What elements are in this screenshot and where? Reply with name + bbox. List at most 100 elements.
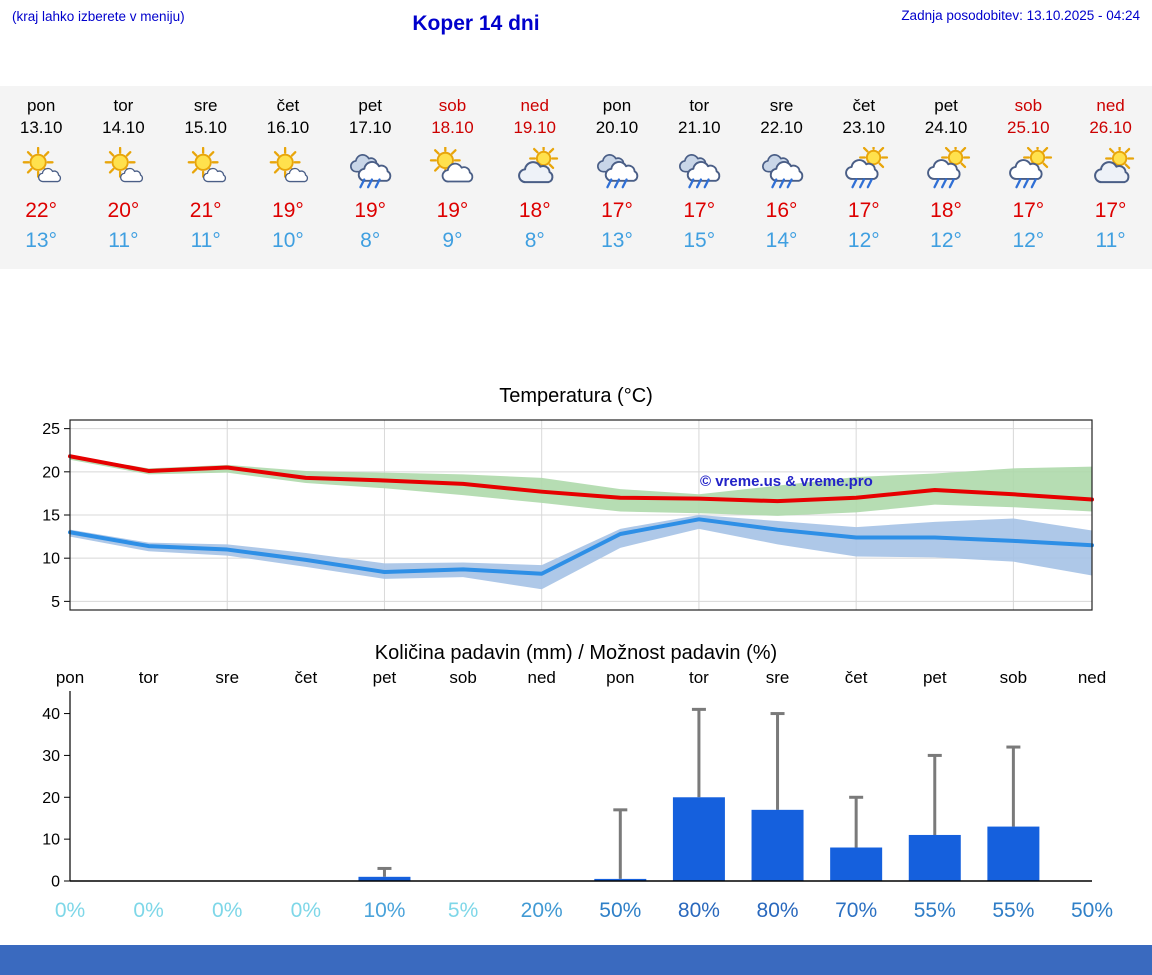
precip-bar <box>751 809 804 881</box>
location-hint: (kraj lahko izberete v meniju) <box>12 9 185 24</box>
tmin-label: 13° <box>25 229 58 252</box>
precip-percent-label: 50% <box>1071 899 1113 922</box>
precip-bar <box>358 876 411 881</box>
tmin-label: 15° <box>683 229 716 252</box>
mostly-sunny-icon <box>0 142 82 196</box>
date-label: 17.10 <box>348 118 392 137</box>
precip-day-label: sob <box>449 668 476 687</box>
date-label: 25.10 <box>1007 118 1050 137</box>
max-range-band <box>70 455 1092 516</box>
rain-icon <box>658 142 740 196</box>
page-title: Koper 14 dni <box>412 12 540 35</box>
date-label: 26.10 <box>1089 118 1132 137</box>
day-label: pon <box>602 96 632 115</box>
tmin-label: 11° <box>1095 229 1126 252</box>
tmin-label: 13° <box>601 229 633 252</box>
svg-text:10: 10 <box>42 551 60 568</box>
tmax-label: 18° <box>930 199 962 222</box>
precip-day-label: pet <box>923 668 947 687</box>
precip-percent-label: 80% <box>757 899 799 922</box>
tmax-label: 21° <box>189 199 222 222</box>
date-label: 20.10 <box>595 118 639 137</box>
svg-text:30: 30 <box>42 748 60 765</box>
mostly-sunny-icon <box>165 142 247 196</box>
rain-sun-icon <box>823 142 905 196</box>
svg-text:40: 40 <box>42 706 60 723</box>
precip-percent-label: 0% <box>212 899 242 922</box>
day-label: čet <box>276 96 300 115</box>
min-temperature-line <box>68 517 1094 576</box>
tmax-label: 19° <box>436 199 469 222</box>
precip-day-label: ned <box>528 668 556 687</box>
day-label: pet <box>358 96 383 115</box>
forecast-day: čet 16.10 19° 10° <box>247 96 329 253</box>
forecast-day: sre 15.10 21° 11° <box>165 96 247 253</box>
date-label: 22.10 <box>760 118 803 137</box>
day-label: ned <box>1096 96 1125 115</box>
svg-text:15: 15 <box>42 508 60 525</box>
day-label: sob <box>438 96 467 115</box>
tmin-label: 11° <box>108 229 139 252</box>
precip-day-label: sob <box>1000 668 1027 687</box>
tmin-label: 8° <box>360 229 381 252</box>
date-label: 19.10 <box>513 118 556 137</box>
tmax-label: 20° <box>107 199 140 222</box>
precip-bar <box>594 878 647 881</box>
precipitation-chart: pon tor sre čet pet sob ned pon tor sre čet pet sob n… <box>42 668 1113 922</box>
day-label: sre <box>193 96 218 115</box>
precip-percent-label: 5% <box>448 899 478 922</box>
page-header: (kraj lahko izberete v meniju) Koper 14 … <box>0 0 1152 35</box>
day-label: tor <box>689 96 710 115</box>
forecast-day: pon 20.10 17° 13° <box>576 96 658 253</box>
precip-day-label: tor <box>689 668 709 687</box>
precip-percent-label: 10% <box>363 899 405 922</box>
svg-text:25: 25 <box>42 421 60 438</box>
tmax-label: 19° <box>354 199 387 222</box>
day-label: sre <box>769 96 794 115</box>
date-label: 23.10 <box>842 118 886 137</box>
forecast-day: tor 21.10 17° 15° <box>658 96 740 253</box>
tmin-label: 12° <box>930 229 962 252</box>
cloudy-sun-icon <box>1069 142 1151 196</box>
tmin-label: 11° <box>190 229 221 252</box>
day-label: pon <box>26 96 56 115</box>
rain-icon <box>740 142 822 196</box>
precip-percent-label: 80% <box>678 899 720 922</box>
precip-day-label: čet <box>845 668 868 687</box>
last-update-label: Zadnja posodobitev: 13.10.2025 - 04:24 <box>901 8 1140 23</box>
precip-percent-label: 50% <box>599 899 641 922</box>
tmax-label: 18° <box>518 199 551 222</box>
date-label: 16.10 <box>266 118 310 137</box>
precip-bar <box>830 847 883 881</box>
temperature-chart-title: Temperatura (°C) <box>499 385 653 407</box>
precip-percent-label: 0% <box>133 899 163 922</box>
rain-icon <box>329 142 411 196</box>
svg-text:20: 20 <box>42 464 60 481</box>
max-temperature-line <box>68 454 1094 504</box>
date-label: 13.10 <box>19 118 63 137</box>
day-label: čet <box>852 96 876 115</box>
forecast-day: čet 23.10 17° 12° <box>823 96 905 253</box>
precip-day-label: sre <box>766 668 790 687</box>
forecast-day: ned 19.10 18° 8° <box>494 96 576 253</box>
tmax-label: 17° <box>683 199 716 222</box>
tmin-label: 12° <box>1012 229 1045 252</box>
precip-day-label: sre <box>215 668 239 687</box>
precip-percent-label: 70% <box>835 899 877 922</box>
precip-day-label: čet <box>295 668 318 687</box>
svg-text:20: 20 <box>42 790 60 807</box>
tmax-label: 17° <box>847 199 880 222</box>
svg-text:0: 0 <box>51 874 60 891</box>
precip-percent-label: 0% <box>55 899 85 922</box>
forecast-day: tor 14.10 20° 11° <box>82 96 164 253</box>
tmin-label: 8° <box>524 229 545 252</box>
forecast-day: sob 18.10 19° 9° <box>411 96 493 253</box>
precip-percent-label: 55% <box>992 899 1034 922</box>
date-label: 15.10 <box>184 118 227 137</box>
cloudy-sun-icon <box>494 142 576 196</box>
date-label: 14.10 <box>102 118 145 137</box>
date-label: 21.10 <box>677 118 721 137</box>
precipitation-chart-title: Količina padavin (mm) / Možnost padavin … <box>374 642 778 664</box>
temperature-chart: 5 10 15 20 25 © vreme.us & vreme.pro <box>42 419 1094 611</box>
precip-percent-label: 55% <box>914 899 956 922</box>
